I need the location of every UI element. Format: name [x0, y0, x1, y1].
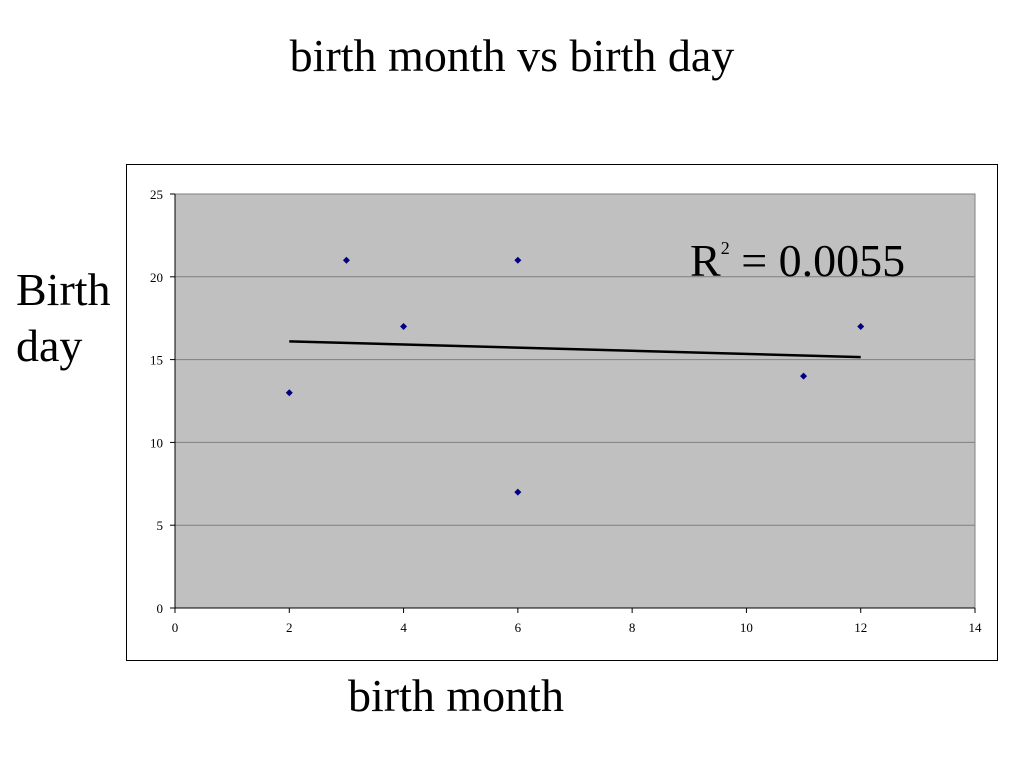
x-tick-label-0: 0: [172, 620, 179, 635]
y-tick-label-5: 25: [150, 187, 163, 202]
r-squared-exponent: 2: [720, 238, 730, 258]
x-tick-label-5: 10: [740, 620, 753, 635]
trendline: [289, 340, 861, 359]
r-squared-label: R2 = 0.0055: [690, 220, 905, 289]
y-tick-label-2: 10: [150, 435, 163, 450]
x-tick-label-3: 6: [515, 620, 522, 635]
chart-title: birth month vs birth day: [289, 30, 735, 81]
x-tick-label-2: 4: [400, 620, 407, 635]
r-squared-symbol: R: [690, 235, 721, 286]
y-tick-label-1: 5: [157, 518, 164, 533]
x-tick-label-4: 8: [629, 620, 636, 635]
data-point-1: [342, 256, 350, 264]
y-tick-label-3: 15: [150, 353, 163, 368]
data-point-0: [285, 389, 293, 397]
data-point-6: [857, 322, 865, 330]
data-point-4: [514, 488, 522, 496]
y-tick-label-4: 20: [150, 270, 163, 285]
chart-area: 0 5 10 15 20 25 0 2 4 6 8 10 12 14: [126, 164, 998, 661]
scatter-plot: 0 5 10 15 20 25 0 2 4 6 8 10 12 14: [150, 187, 983, 635]
y-axis-title: Birth day: [16, 264, 111, 371]
x-tick-label-6: 12: [854, 620, 867, 635]
y-tick-label-0: 0: [157, 601, 164, 616]
x-tick-label-7: 14: [969, 620, 983, 635]
data-point-2: [400, 322, 408, 330]
x-axis-title: birth month: [348, 670, 564, 721]
data-point-3: [514, 256, 522, 264]
data-point-5: [800, 372, 808, 380]
plot-background: [174, 193, 976, 609]
r-squared-value: = 0.0055: [729, 235, 906, 286]
x-tick-label-1: 2: [286, 620, 293, 635]
